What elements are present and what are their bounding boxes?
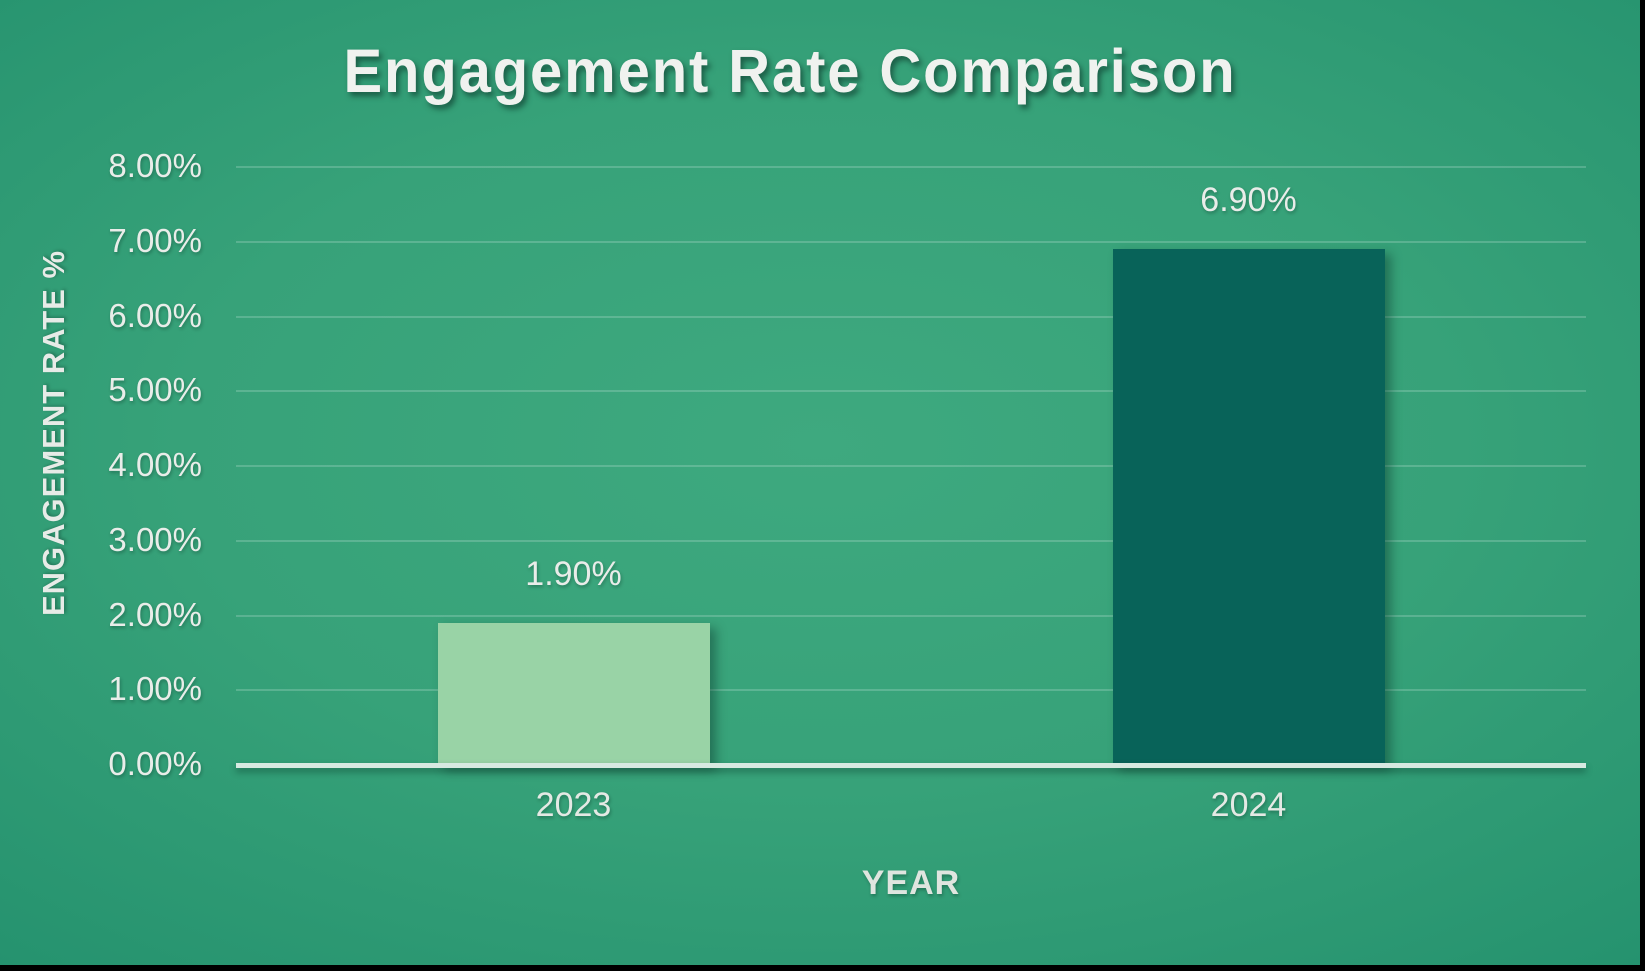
- y-axis-title: ENGAGEMENT RATE %: [36, 249, 71, 617]
- y-tick-label: 8.00%: [108, 147, 202, 184]
- x-axis-line: [236, 763, 1586, 768]
- gridline: [236, 689, 1586, 692]
- x-axis-title: YEAR: [861, 864, 961, 902]
- y-tick-label: 7.00%: [108, 221, 202, 259]
- gridline: [236, 614, 1586, 617]
- bar-value-label: 1.90%: [525, 554, 622, 593]
- gridline: [236, 390, 1586, 393]
- gridline: [236, 166, 1586, 168]
- y-tick-label: 0.00%: [108, 745, 202, 782]
- gridline: [236, 315, 1586, 318]
- x-tick-label: 2023: [535, 786, 612, 824]
- y-tick-label: 1.00%: [108, 670, 202, 708]
- y-tick-label: 2.00%: [108, 595, 202, 633]
- bar-2023: [437, 622, 710, 765]
- gridline: [236, 539, 1586, 542]
- gridline: [236, 465, 1586, 467]
- y-tick-label: 5.00%: [108, 371, 202, 409]
- x-tick-label: 2024: [1210, 786, 1287, 824]
- y-tick-label: 3.00%: [108, 520, 202, 558]
- y-tick-label: 4.00%: [108, 446, 202, 483]
- y-tick-label: 6.00%: [108, 296, 202, 334]
- bar-2024: [1112, 249, 1385, 765]
- gridline: [236, 240, 1586, 243]
- bar-value-label: 6.90%: [1200, 181, 1297, 220]
- chart-title: Engagement Rate Comparison: [343, 37, 1237, 105]
